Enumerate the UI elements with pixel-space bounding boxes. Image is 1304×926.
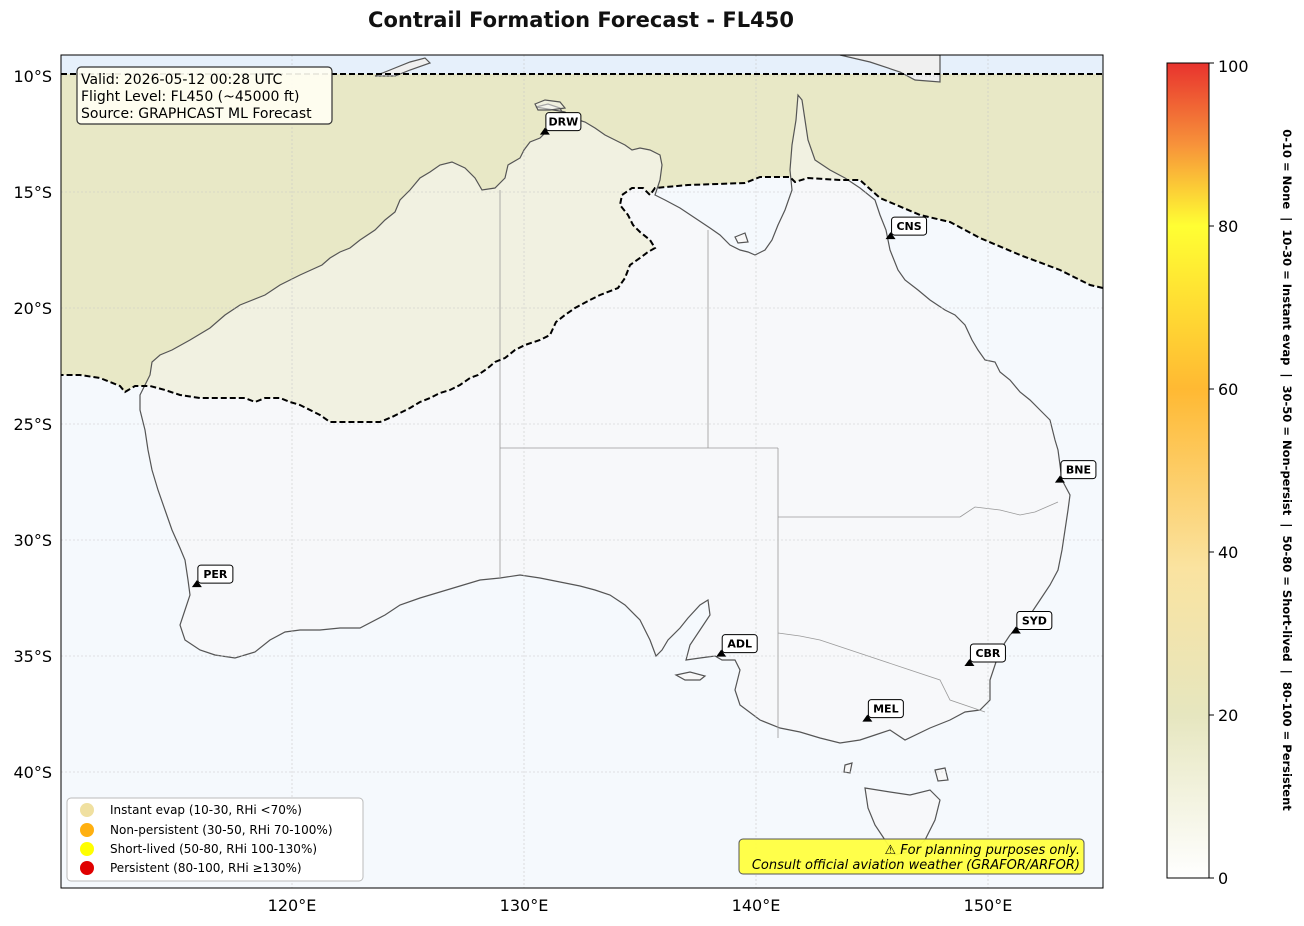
airport-code-label: BNE [1066, 464, 1091, 477]
airport-marker-icon [885, 232, 896, 240]
airport-code-label: ADL [727, 638, 752, 651]
map-area[interactable]: DRW CNS BNE PER SYD ADL CBR MEL [61, 55, 1103, 888]
colorbar-tick-label: 100 [1218, 57, 1249, 76]
airport-label-box [891, 216, 928, 236]
colorbar-ticks [1209, 62, 1214, 879]
info-valid: Valid: 2026-05-12 00:28 UTC [81, 72, 282, 88]
airport-marker-icon [1010, 626, 1021, 634]
airport-bne[interactable]: BNE [1054, 460, 1097, 483]
legend-label: Instant evap (10-30, RHi <70%) [110, 803, 302, 817]
airport-marker-icon [964, 658, 975, 666]
airport-label-box [1016, 610, 1053, 630]
airport-markers: DRW CNS BNE PER SYD ADL CBR MEL [191, 112, 1097, 722]
disclaimer-line-2: Consult official aviation weather (GRAFO… [752, 858, 1080, 873]
airport-code-label: CBR [975, 647, 1000, 660]
airport-code-label: DRW [549, 116, 579, 129]
colorbar: 0 20 40 60 80 100 0-10 = None | 10-30 = … [1166, 57, 1294, 888]
airport-marker-icon [191, 580, 202, 588]
disclaimer-box: ⚠ For planning purposes only. Consult of… [738, 838, 1085, 875]
airport-drw[interactable]: DRW [539, 112, 582, 135]
colorbar-tick-label: 20 [1218, 706, 1238, 725]
airport-label-box [545, 112, 582, 132]
airport-cbr[interactable]: CBR [964, 643, 1006, 666]
legend-swatch-persistent [80, 861, 94, 875]
lat-tick: 40°S [13, 763, 52, 782]
lat-tick: 35°S [13, 647, 52, 666]
info-source: Source: GRAPHCAST ML Forecast [81, 106, 312, 122]
airport-marker-icon [1054, 475, 1065, 483]
lon-tick: 140°E [732, 896, 781, 915]
lon-ticks: 120°E 130°E 140°E 150°E [268, 896, 1013, 915]
airport-marker-icon [539, 127, 550, 135]
airport-code-label: MEL [873, 703, 898, 716]
lat-tick: 25°S [13, 415, 52, 434]
airport-code-label: SYD [1022, 614, 1047, 627]
australia-landmass [139, 93, 1071, 744]
airport-label-box [867, 699, 904, 719]
legend-label: Short-lived (50-80, RHi 100-130%) [110, 842, 317, 856]
airport-label-box [197, 564, 234, 584]
lat-ticks: 10°S 15°S 20°S 25°S 30°S 35°S 40°S [13, 67, 52, 782]
airport-code-label: PER [203, 568, 228, 581]
colorbar-label: 0-10 = None | 10-30 = Instant evap | 30-… [1280, 129, 1294, 811]
airport-adl[interactable]: ADL [716, 634, 758, 657]
lat-tick: 10°S [13, 67, 52, 86]
lat-tick: 30°S [13, 531, 52, 550]
airport-cns[interactable]: CNS [885, 216, 928, 240]
airport-label-box [1060, 460, 1097, 480]
contrail-boundary-south [61, 176, 1103, 423]
airport-marker-icon [862, 714, 873, 722]
gridlines [61, 55, 1103, 888]
colorbar-tick-label: 80 [1218, 217, 1238, 236]
colorbar-tick-label: 0 [1218, 869, 1228, 888]
colorbar-tick-label: 40 [1218, 543, 1238, 562]
colorbar-gradient [1166, 62, 1210, 879]
map-frame [60, 54, 1104, 889]
king-island [843, 762, 853, 774]
groote-island [734, 232, 749, 244]
airport-mel[interactable]: MEL [862, 699, 904, 722]
lon-tick: 130°E [500, 896, 549, 915]
legend-swatch-non-persistent [80, 823, 94, 837]
lon-tick: 120°E [268, 896, 317, 915]
legend-swatch-short-lived [80, 842, 94, 856]
airport-marker-icon [716, 649, 727, 657]
info-flight-level: Flight Level: FL450 (~45000 ft) [81, 89, 300, 105]
new-guinea-coast [839, 55, 941, 83]
lat-tick: 20°S [13, 299, 52, 318]
legend-label: Non-persistent (30-50, RHi 70-100%) [110, 823, 333, 837]
flinders-island [934, 767, 949, 782]
legend-swatch-instant-evap [80, 803, 94, 817]
airport-per[interactable]: PER [191, 564, 234, 588]
melville-island [534, 99, 567, 111]
lat-tick: 15°S [13, 183, 52, 202]
airport-label-box [969, 643, 1006, 663]
legend-label: Persistent (80-100, RHi ≥130%) [110, 861, 302, 875]
airport-syd[interactable]: SYD [1010, 610, 1053, 634]
airport-label-box [721, 634, 758, 654]
map-title: Contrail Formation Forecast - FL450 [368, 8, 794, 32]
airport-code-label: CNS [896, 220, 921, 233]
state-borders [499, 190, 1059, 738]
info-box: Valid: 2026-05-12 00:28 UTC Flight Level… [76, 66, 333, 125]
colorbar-tick-label: 60 [1218, 380, 1238, 399]
disclaimer-line-1: ⚠ For planning purposes only. [885, 843, 1081, 858]
kangaroo-island [674, 671, 707, 681]
legend: Instant evap (10-30, RHi <70%) Non-persi… [66, 797, 364, 882]
lon-tick: 150°E [964, 896, 1013, 915]
